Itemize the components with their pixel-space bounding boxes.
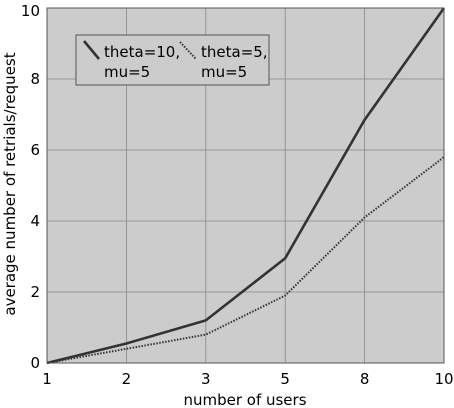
y-axis-ticks: 0 2 4 6 8 10: [21, 2, 40, 372]
legend: theta=10, mu=5 theta=5, mu=5: [75, 34, 270, 86]
legend-label-series-2-line-2: mu=5: [201, 63, 247, 81]
legend-box: [75, 34, 270, 86]
y-axis-label: average number of retrials/request: [1, 52, 19, 315]
plot-frame: [46, 7, 445, 364]
series-line-2: [46, 156, 445, 364]
legend-swatch-series-2: [179, 41, 197, 60]
y-tick-label-4: 4: [30, 212, 40, 230]
legend-label-series-2-line-1: theta=5,: [201, 43, 268, 61]
series-line-1: [46, 7, 446, 365]
x-tick-label-8: 8: [360, 370, 370, 388]
y-tick-label-6: 6: [30, 141, 40, 159]
x-axis-label: number of users: [183, 391, 306, 408]
x-tick-label-1: 1: [42, 370, 52, 388]
y-tick-label-8: 8: [30, 70, 40, 88]
x-tick-label-10: 10: [434, 370, 453, 388]
x-tick-label-2: 2: [122, 370, 132, 388]
x-tick-label-5: 5: [280, 370, 290, 388]
series-group: [46, 7, 446, 365]
y-tick-label-2: 2: [30, 283, 40, 301]
y-tick-label-0: 0: [30, 354, 40, 372]
x-axis-ticks: 1 2 3 5 8 10: [42, 370, 453, 388]
legend-label-series-1-line-2: mu=5: [104, 63, 150, 81]
legend-label-series-1-line-1: theta=10,: [104, 43, 180, 61]
y-tick-label-10: 10: [21, 2, 40, 20]
legend-swatch-series-1: [83, 40, 100, 60]
x-tick-label-3: 3: [201, 370, 211, 388]
